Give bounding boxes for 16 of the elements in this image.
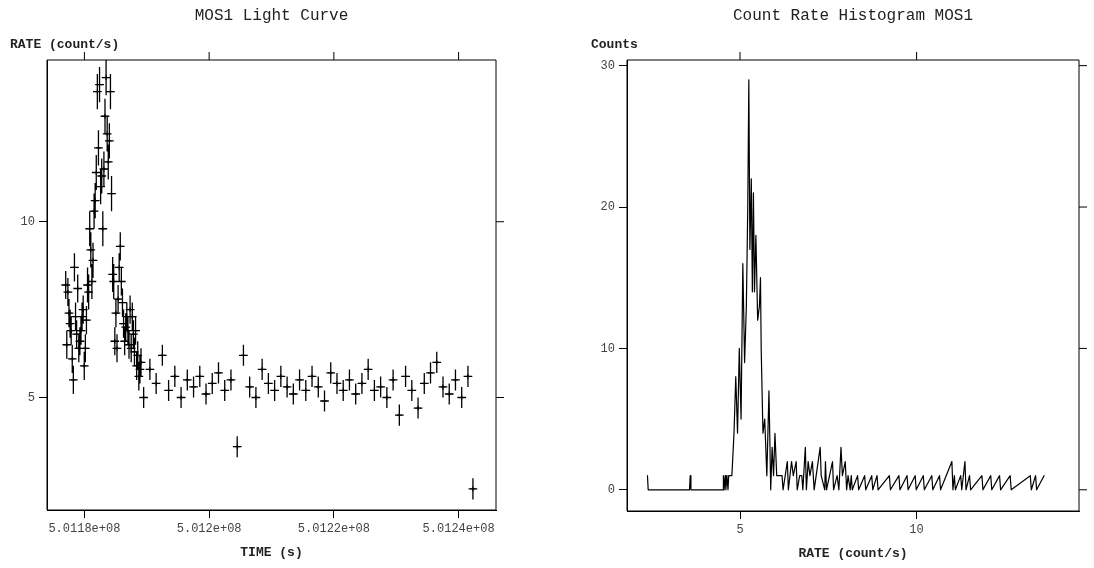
y-axis-title: Counts [591,37,639,52]
x-axis-title: RATE (count/s) [798,546,908,561]
x-axis-title: TIME (s) [240,545,303,560]
x-tick-label: 5 [736,523,744,538]
y-tick-label: 10 [600,341,615,356]
y-tick-label: 30 [600,58,615,73]
x-tick-label: 5.012e+08 [176,522,242,537]
chart-title: Count Rate Histogram MOS1 [732,7,974,25]
y-axis-title: RATE (count/s) [10,37,120,52]
y-tick-label: 20 [600,200,615,215]
y-tick-label: 0 [607,482,615,497]
x-tick-label: 5.0124e+08 [422,522,495,537]
chart-title: MOS1 Light Curve [194,7,349,25]
x-tick-label: 5.0122e+08 [297,522,370,537]
x-tick-label: 10 [909,523,924,538]
x-tick-label: 5.0118e+08 [48,522,121,537]
